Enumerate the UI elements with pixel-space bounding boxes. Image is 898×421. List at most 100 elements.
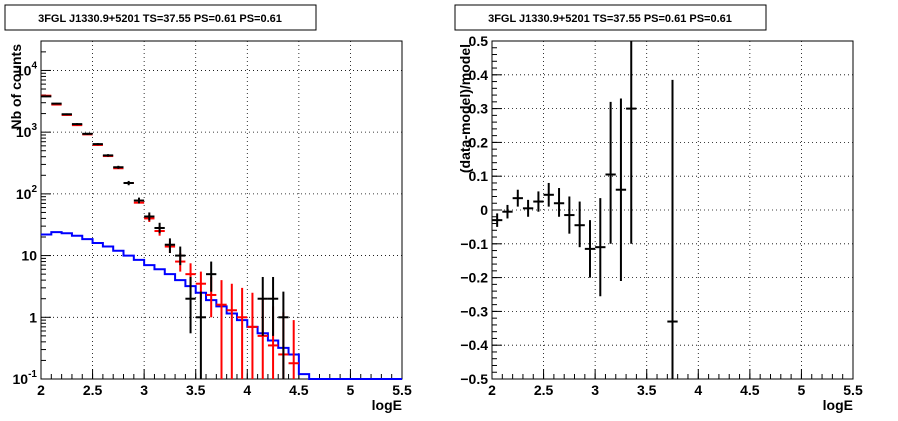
- counts-y-tick-label: 10: [21, 248, 37, 264]
- residuals-x-tick-label: 2: [488, 382, 496, 398]
- residuals-x-tick-label: 5.5: [843, 382, 863, 398]
- residual-point: [605, 101, 616, 244]
- data-point: [133, 197, 145, 204]
- tick-exponent: 2: [31, 184, 37, 195]
- counts-grid: [41, 41, 402, 379]
- data-point: [185, 276, 196, 334]
- residuals-y-tick-label: 0.3: [469, 101, 489, 117]
- counts-x-tick-label: 5: [347, 382, 355, 398]
- data-point: [113, 165, 124, 169]
- tick-base: 10: [16, 124, 32, 140]
- counts-ticks: [40, 40, 403, 380]
- counts-title-box: [4, 4, 317, 31]
- residuals-y-tick-label: −0.1: [460, 236, 488, 252]
- residuals-y-tick-label: 0.2: [469, 134, 489, 150]
- residual-point: [667, 79, 678, 379]
- data-point: [61, 113, 72, 116]
- residual-point: [533, 191, 544, 212]
- residual-point: [615, 98, 627, 281]
- counts-title: 3FGL J1330.9+5201 TS=37.55 PS=0.61 PS=0.…: [38, 13, 282, 25]
- residuals-y-axis-title: (data-model)/model: [457, 44, 473, 173]
- residuals-x-tick-label: 5: [798, 382, 806, 398]
- tick-exponent: 3: [31, 122, 37, 133]
- residual-point: [564, 196, 575, 234]
- tick-base: 10: [13, 371, 29, 387]
- residuals-x-axis-title: logE: [823, 397, 853, 413]
- residuals-y-tick-labels: −0.5 −0.4 −0.3 −0.2 −0.1 0 0.1 0.2 0.3 0.4 0.5: [460, 33, 488, 387]
- data-point: [102, 154, 114, 157]
- residual-point: [595, 198, 606, 297]
- counts-x-axis-title: logE: [372, 397, 402, 413]
- residuals-y-tick-label: −0.5: [460, 371, 488, 387]
- data-point: [92, 143, 103, 146]
- residuals-panel: 2 2.5 3 3.5 4 4.5 5 5.5 −0.5 −0.4 −0.3 −0.2 −0.1 0 0.…: [454, 4, 863, 413]
- residuals-title: 3FGL J1330.9+5201 TS=37.55 PS=0.61 PS=0.…: [488, 13, 732, 25]
- residuals-y-tick-label: 0.5: [469, 33, 489, 49]
- data-point: [144, 212, 155, 221]
- counts-y-tick-label: 1: [29, 309, 37, 325]
- residual-point: [584, 220, 596, 278]
- data-black-points: [41, 95, 289, 379]
- data-point: [195, 291, 207, 379]
- data-point: [123, 180, 134, 186]
- counts-x-tick-label: 2.5: [83, 382, 103, 398]
- model-point: [236, 287, 248, 379]
- data-point: [257, 276, 268, 336]
- model-red-points: [41, 94, 299, 379]
- residual-point: [626, 41, 637, 244]
- counts-y-tick-label: 103: [16, 122, 38, 140]
- data-point: [154, 222, 165, 234]
- residuals-y-tick-label: −0.2: [460, 270, 488, 286]
- residuals-y-tick-label: 0: [480, 202, 488, 218]
- data-point: [41, 95, 52, 98]
- tick-exponent: 4: [31, 60, 37, 71]
- residuals-title-box: [454, 4, 767, 31]
- counts-x-tick-label: 5.5: [392, 382, 412, 398]
- data-point: [206, 261, 217, 292]
- residuals-y-tick-label: −0.3: [460, 303, 488, 319]
- residuals-x-tick-labels: 2 2.5 3 3.5 4 4.5 5 5.5: [488, 382, 863, 398]
- residual-points: [492, 41, 678, 379]
- residuals-x-tick-label: 3: [591, 382, 599, 398]
- counts-x-tick-labels: 2 2.5 3 3.5 4 4.5 5 5.5: [37, 382, 412, 398]
- residual-point: [512, 189, 523, 207]
- residuals-x-tick-label: 4.5: [740, 382, 760, 398]
- tick-exponent: -1: [28, 369, 37, 380]
- counts-x-tick-label: 3.5: [186, 382, 206, 398]
- residual-point: [522, 199, 534, 217]
- tick-base: 10: [16, 186, 32, 202]
- counts-y-tick-label: 104: [16, 60, 38, 78]
- data-point: [82, 132, 93, 135]
- residuals-y-tick-label: −0.4: [460, 337, 488, 353]
- residuals-y-tick-label: 0.4: [469, 67, 489, 83]
- residual-point: [574, 201, 585, 248]
- counts-x-tick-label: 2: [37, 382, 45, 398]
- data-point: [278, 291, 289, 379]
- data-point: [51, 102, 62, 105]
- residual-point: [502, 204, 513, 219]
- residual-point: [553, 188, 565, 217]
- model-point: [226, 283, 237, 379]
- counts-y-tick-label: 102: [16, 184, 38, 202]
- residuals-x-tick-label: 3.5: [637, 382, 657, 398]
- counts-x-tick-label: 4.5: [289, 382, 309, 398]
- model-point: [288, 320, 299, 379]
- tick-base: 10: [16, 62, 32, 78]
- data-point: [175, 246, 186, 266]
- model-point: [247, 292, 258, 379]
- residuals-ticks: [491, 40, 854, 380]
- counts-y-axis-title: Nb of counts: [8, 44, 24, 130]
- residuals-y-tick-label: 0.1: [469, 168, 489, 184]
- residuals-x-tick-label: 4: [694, 382, 702, 398]
- data-point: [71, 123, 83, 126]
- data-point: [164, 238, 176, 254]
- counts-y-tick-label: 10-1: [13, 369, 38, 387]
- residual-point: [492, 213, 503, 227]
- model-point: [216, 280, 227, 379]
- counts-x-tick-label: 4: [243, 382, 251, 398]
- data-point: [267, 276, 279, 336]
- counts-x-tick-label: 3: [140, 382, 148, 398]
